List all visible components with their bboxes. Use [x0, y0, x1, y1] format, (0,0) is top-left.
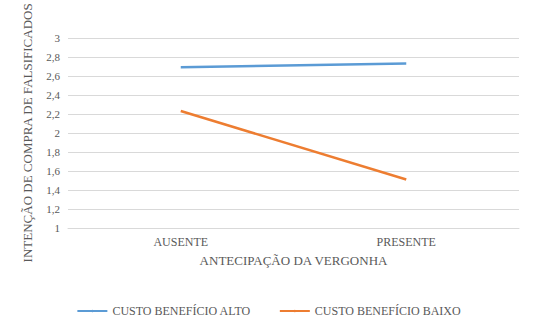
- svg-text:CUSTO BENEFÍCIO BAIXO: CUSTO BENEFÍCIO BAIXO: [315, 304, 461, 318]
- svg-text:1,2: 1,2: [46, 203, 60, 215]
- svg-text:PRESENTE: PRESENTE: [377, 235, 436, 249]
- svg-text:2,8: 2,8: [46, 51, 60, 63]
- svg-text:2,4: 2,4: [46, 89, 60, 101]
- svg-text:INTENÇÃO DE COMPRA DE FALSIFIC: INTENÇÃO DE COMPRA DE FALSIFICADOS: [20, 3, 35, 262]
- svg-text:3: 3: [55, 32, 61, 44]
- svg-text:AUSENTE: AUSENTE: [153, 235, 208, 249]
- svg-text:1: 1: [55, 222, 61, 234]
- svg-text:1,8: 1,8: [46, 146, 60, 158]
- svg-text:CUSTO BENEFÍCIO ALTO: CUSTO BENEFÍCIO ALTO: [112, 304, 250, 318]
- svg-text:1,6: 1,6: [46, 165, 60, 177]
- svg-text:2,6: 2,6: [46, 70, 60, 82]
- svg-text:1,4: 1,4: [46, 184, 60, 196]
- svg-text:2,2: 2,2: [46, 108, 60, 120]
- svg-text:ANTECIPAÇÃO DA VERGONHA: ANTECIPAÇÃO DA VERGONHA: [200, 253, 388, 268]
- svg-text:2: 2: [55, 127, 61, 139]
